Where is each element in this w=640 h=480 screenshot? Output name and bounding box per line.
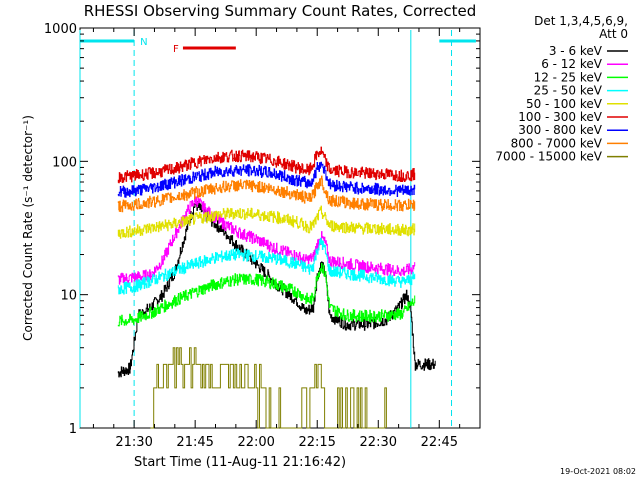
x-tick-label-2230: 22:30 bbox=[360, 435, 397, 450]
series-line-12-25kev bbox=[117, 263, 416, 327]
legend-label-8: 800 - 7000 keV bbox=[511, 136, 603, 150]
y-axis-label: Corrected Count Rate (s⁻¹ detector⁻¹) bbox=[21, 115, 35, 341]
legend-header-line-1: Det 1,3,4,5,6,9, bbox=[534, 14, 628, 28]
y-tick-label-10: 10 bbox=[60, 289, 77, 304]
x-tick-label-2130: 21:30 bbox=[115, 435, 152, 450]
x-tick-label-2145: 21:45 bbox=[176, 435, 213, 450]
legend-label-9: 7000 - 15000 keV bbox=[495, 150, 602, 164]
legend-label-4: 25 - 50 keV bbox=[534, 84, 603, 98]
generated-timestamp: 19-Oct-2021 08:02 bbox=[560, 467, 636, 476]
y-tick-label-100: 100 bbox=[52, 155, 77, 170]
series-line-7000-15000kev bbox=[150, 347, 387, 429]
x-tick-label-2215: 22:15 bbox=[298, 435, 335, 450]
legend-label-1: 3 - 6 keV bbox=[549, 44, 603, 58]
y-tick-label-1000: 1000 bbox=[44, 22, 77, 37]
x-tick-label-2200: 22:00 bbox=[237, 435, 274, 450]
series-line-50-100kev bbox=[117, 205, 416, 239]
annotation-flare-label: F bbox=[173, 44, 179, 55]
x-tick-label-2245: 22:45 bbox=[421, 435, 458, 450]
legend-label-3: 12 - 25 keV bbox=[534, 70, 603, 84]
x-axis-label: Start Time (11-Aug-11 21:16:42) bbox=[134, 455, 346, 470]
legend-label-2: 6 - 12 keV bbox=[541, 57, 603, 71]
annotation-bars: NF bbox=[80, 37, 476, 55]
x-axis-ticks: 21:30 21:45 22:00 22:15 22:30 22:45 bbox=[92, 28, 461, 450]
chart-title: RHESSI Observing Summary Count Rates, Co… bbox=[84, 2, 477, 20]
series-line-6-12kev bbox=[117, 195, 416, 285]
series-group bbox=[117, 146, 436, 429]
annotation-night-label: N bbox=[140, 37, 147, 48]
legend-header-line-2: Att 0 bbox=[599, 27, 628, 41]
series-line-800-7000kev bbox=[117, 175, 416, 213]
y-axis-ticks: 1 10 100 1000 bbox=[44, 22, 480, 437]
legend-label-6: 100 - 300 keV bbox=[518, 110, 602, 124]
series-line-300-800kev bbox=[117, 161, 416, 198]
y-tick-label-1: 1 bbox=[69, 422, 77, 437]
series-line-25-50kev bbox=[117, 237, 416, 295]
legend-label-5: 50 - 100 keV bbox=[526, 97, 603, 111]
series-line-3-6kev bbox=[117, 198, 436, 378]
series-line-100-300kev bbox=[117, 146, 416, 184]
legend-label-7: 300 - 800 keV bbox=[518, 123, 602, 137]
